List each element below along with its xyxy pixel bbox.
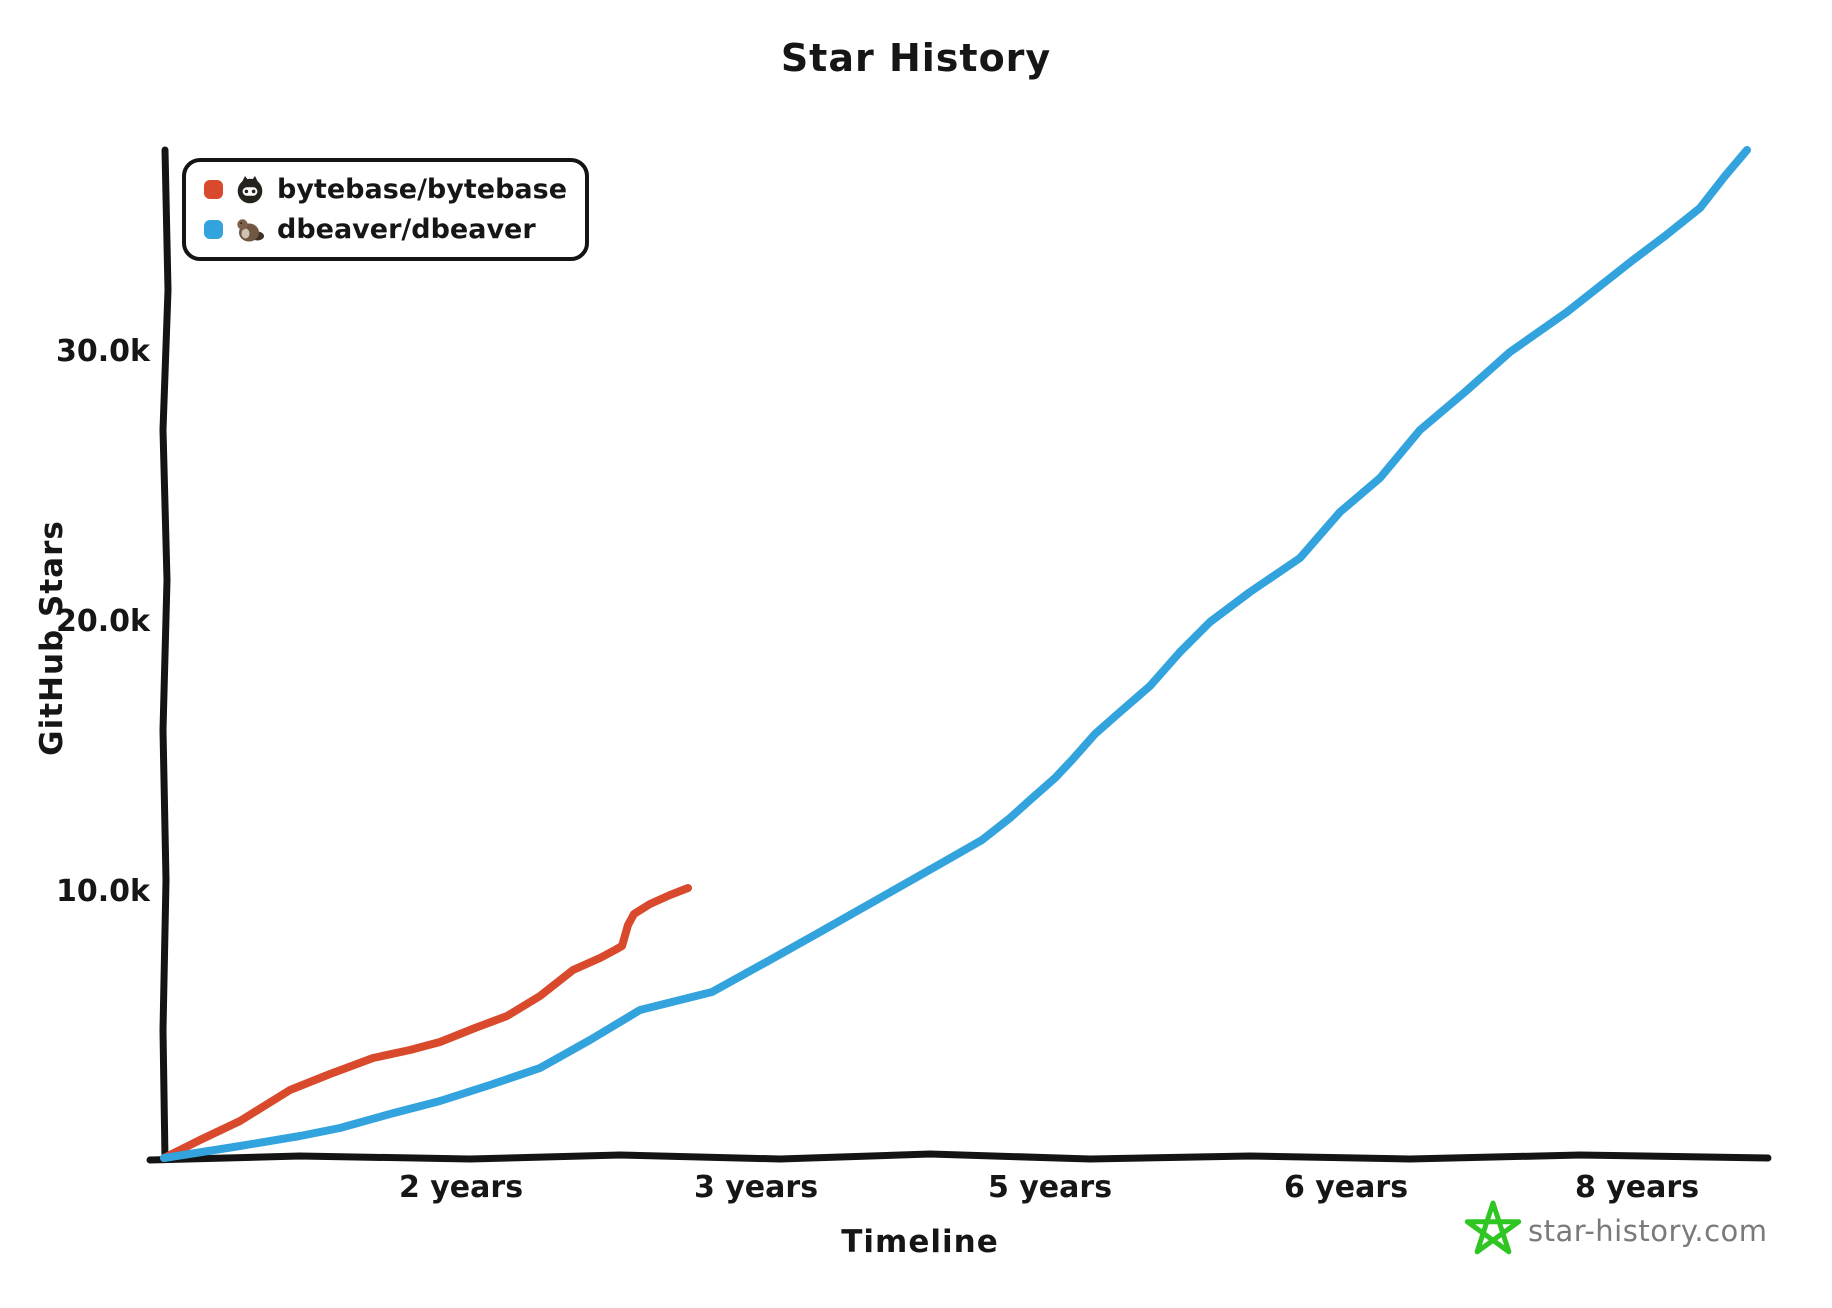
series-line-dbeaver — [160, 146, 1751, 1162]
bytebase-logo-icon — [237, 175, 263, 203]
dbeaver-logo-icon — [237, 218, 264, 241]
legend-repo-label: dbeaver/dbeaver — [277, 214, 536, 245]
x-axis-line — [146, 1150, 1772, 1164]
legend-item: dbeaver/dbeaver — [204, 214, 567, 245]
series-group — [160, 146, 1751, 1162]
y-tick-label: 10.0k — [56, 874, 150, 909]
legend-repo-label: bytebase/bytebase — [277, 174, 568, 205]
series-color-swatch — [204, 180, 223, 199]
legend-item: bytebase/bytebase — [204, 174, 567, 205]
x-tick-label: 5 years — [987, 1170, 1113, 1205]
y-tick-label: 20.0k — [56, 604, 150, 639]
y-axis-line — [159, 146, 172, 1163]
watermark-link[interactable]: star-history.com — [1528, 1214, 1768, 1248]
x-tick-label: 8 years — [1574, 1170, 1700, 1205]
x-tick-label: 6 years — [1283, 1170, 1409, 1205]
chart-title: Star History — [780, 36, 1052, 80]
x-axis-title: Timeline — [841, 1224, 999, 1260]
x-tick-label: 2 years — [398, 1170, 524, 1205]
series-color-swatch — [204, 220, 223, 239]
bytebase-logo-wrap — [235, 175, 265, 205]
dbeaver-logo-wrap — [235, 215, 265, 245]
star-history-logo-icon — [1464, 1200, 1522, 1255]
x-tick-label: 3 years — [693, 1170, 819, 1205]
legend: bytebase/bytebase dbeaver/dbeaver — [182, 158, 590, 261]
series-line-bytebase — [160, 884, 692, 1162]
y-tick-label: 30.0k — [56, 334, 150, 369]
